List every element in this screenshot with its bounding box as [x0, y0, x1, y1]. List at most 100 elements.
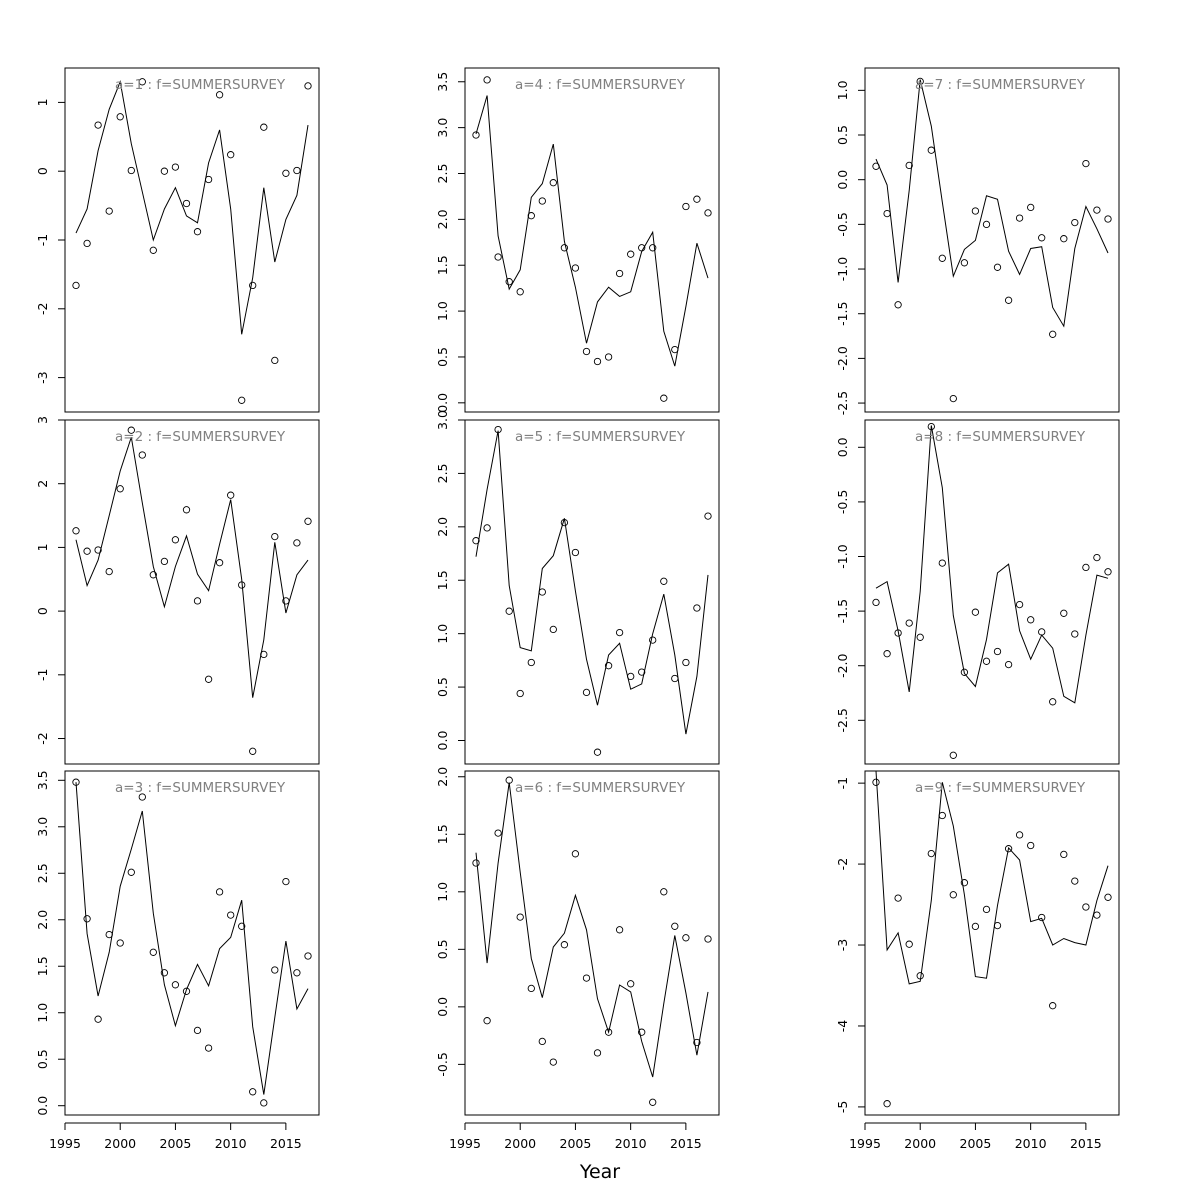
observed-point	[215, 91, 224, 99]
observed-point	[615, 269, 624, 278]
y-tick-label: -2	[35, 732, 50, 744]
y-tick-label: 0.5	[35, 1049, 50, 1069]
panel-title: a=2 : f=SUMMERSURVEY	[115, 429, 286, 445]
observed-point	[505, 278, 513, 286]
observed-point	[627, 672, 635, 681]
observed-point	[538, 588, 546, 596]
y-tick-label: -0.5	[835, 212, 850, 236]
observed-point	[682, 202, 690, 211]
observed-point	[1082, 903, 1090, 911]
observed-point	[204, 675, 213, 683]
observed-point	[993, 647, 1002, 656]
observed-point	[72, 281, 80, 290]
panel-a6: -0.5 0.0 0.5 1.0 1.5 2.0 1995 2000 2005 2010 2015 a…	[435, 767, 720, 1151]
observed-point	[682, 658, 690, 667]
observed-point	[1082, 563, 1090, 572]
y-tick-label: 0.0	[35, 1096, 50, 1116]
observed-point	[905, 940, 913, 948]
plot-frame	[864, 770, 1120, 1116]
fitted-line	[75, 79, 309, 335]
observed-point	[260, 123, 268, 131]
observed-point	[494, 425, 502, 434]
observed-point	[282, 877, 290, 886]
observed-point	[704, 512, 712, 520]
observed-point	[138, 793, 146, 801]
observed-point	[160, 167, 169, 175]
observed-point	[282, 597, 290, 605]
panel-a4: 0.0 0.5 1.0 1.5 2.0 2.5 3.0 3.5 a=4 : f=SUMMERSU…	[435, 67, 720, 413]
y-tick-label: 1.0	[435, 882, 450, 902]
y-tick-label: 3	[35, 416, 50, 424]
observed-point	[671, 345, 679, 354]
observed-point	[971, 922, 980, 931]
x-axis-title: Year	[579, 1161, 620, 1183]
observed-point	[549, 1058, 557, 1066]
observed-point	[160, 969, 169, 977]
x-tick-label: 2000	[504, 1136, 536, 1151]
observed-point	[94, 1015, 102, 1023]
y-tick-label: 0.5	[435, 939, 450, 959]
observed-point	[1093, 206, 1101, 214]
y-tick-label: -2	[835, 858, 850, 870]
observed-point	[905, 619, 913, 627]
y-tick-label: -1	[35, 234, 50, 246]
y-tick-label: 1	[35, 543, 50, 551]
y-tick-label: 2.0	[35, 910, 50, 930]
panel-a1: -3 -2 -1 0 1 a=1 : f=SUMMERSURVEY	[35, 67, 320, 413]
observed-point	[483, 1017, 491, 1025]
panel-title: a=1 : f=SUMMERSURVEY	[115, 77, 286, 93]
y-tick-label: 0.5	[435, 347, 450, 367]
observed-point	[704, 209, 712, 217]
observed-point	[238, 922, 246, 930]
y-tick-label: 1.0	[835, 80, 850, 100]
observed-point	[149, 571, 157, 579]
observed-point	[182, 506, 191, 514]
observed-point	[1027, 203, 1035, 212]
y-tick-label: 0.0	[835, 170, 850, 190]
observed-point	[182, 199, 191, 208]
fitted-line	[475, 782, 709, 1078]
observed-point	[671, 674, 679, 683]
observed-point	[1027, 616, 1035, 624]
observed-point	[105, 930, 113, 939]
x-tick-label: 1995	[849, 1136, 881, 1151]
observed-point	[1082, 159, 1090, 168]
observed-point	[604, 1028, 613, 1036]
observed-point	[271, 966, 279, 974]
observed-point	[527, 212, 535, 220]
y-tick-label: 0.5	[435, 677, 450, 697]
fitted-line	[75, 437, 309, 698]
observed-point	[660, 888, 668, 896]
y-tick-label: 0.5	[835, 125, 850, 145]
y-tick-label: 0	[35, 607, 50, 615]
observed-point	[1104, 568, 1112, 576]
observed-point	[993, 921, 1002, 930]
y-tick-label: -1	[835, 777, 850, 789]
panel-title: a=7 : f=SUMMERSURVEY	[915, 77, 1086, 93]
observed-point	[138, 78, 146, 86]
observed-point	[927, 849, 935, 858]
observed-point	[215, 888, 224, 896]
observed-point	[693, 195, 701, 203]
observed-point	[949, 891, 957, 899]
y-tick-label: -2.5	[835, 708, 850, 732]
observed-point	[982, 657, 991, 665]
observed-point	[193, 1026, 202, 1035]
observed-point	[872, 778, 880, 786]
panel-a5: 0.0 0.5 1.0 1.5 2.0 2.5 3.0 a=5 : f=SUMMERSURVE…	[435, 410, 720, 765]
observed-point	[127, 426, 135, 434]
x-tick-label: 1995	[49, 1136, 81, 1151]
observed-point	[260, 650, 268, 659]
x-tick-label: 2005	[560, 1136, 592, 1151]
observed-point	[1049, 1002, 1057, 1010]
observed-point	[549, 179, 557, 187]
y-tick-label: 2.5	[35, 863, 50, 883]
y-tick-label: 2.5	[435, 463, 450, 483]
observed-point	[949, 394, 957, 403]
observed-point	[1071, 218, 1079, 227]
plot-frame	[464, 67, 720, 413]
y-tick-label: 1.5	[435, 824, 450, 844]
observed-point	[149, 948, 157, 956]
observed-point	[1071, 877, 1079, 885]
